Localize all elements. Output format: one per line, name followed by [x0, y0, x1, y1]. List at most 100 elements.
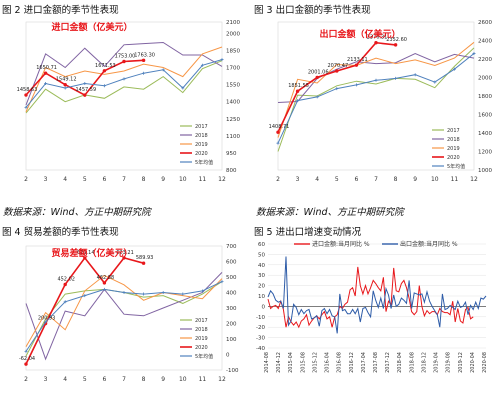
yoy-x-tick-label: 2019-04: [434, 352, 440, 373]
export-point-avg: [433, 80, 437, 84]
export-legend-label: 5年均值: [447, 163, 465, 170]
export-x-tick-label: 3: [296, 176, 300, 183]
export-chart-title: 出口金额（亿美元）: [319, 28, 400, 40]
caption-fig4: 图 4 贸易差额的季节性表现: [2, 227, 119, 238]
export-legend-label: 2018: [447, 137, 460, 143]
export-point-avg: [354, 83, 358, 87]
yoy-y-tick-label: 50: [258, 252, 265, 258]
export-x-tick-label: 11: [451, 176, 459, 183]
balance-x-tick-label: 8: [142, 376, 146, 383]
import-x-tick-label: 12: [218, 176, 226, 183]
import-point-2020: [122, 59, 126, 64]
export-point-avg: [276, 141, 280, 145]
export-legend-label: 2017: [447, 128, 460, 134]
export-point-avg: [335, 87, 339, 91]
import-point-avg: [102, 84, 106, 88]
import-point-avg: [181, 86, 185, 90]
import-x-tick-label: 9: [161, 176, 165, 183]
balance-legend-label: 2017: [195, 318, 208, 324]
export-y-tick-label: 1600: [478, 113, 492, 119]
export-data-label: 2376.31: [367, 35, 388, 41]
balance-data-label: 623.21: [116, 250, 134, 256]
export-y-tick-label: 2200: [478, 57, 492, 63]
balance-x-tick-label: 10: [179, 376, 187, 383]
balance-legend-label: 2020: [195, 345, 208, 351]
export-y-tick-label: 1000: [478, 168, 492, 174]
export-point-2020: [374, 40, 378, 45]
export-point-2020: [276, 130, 280, 134]
caption-fig2: 图 2 进口金额的季节性表现: [2, 5, 119, 16]
yoy-x-tick-label: 2016-12: [349, 352, 355, 373]
import-x-tick-label: 11: [199, 176, 207, 183]
import-point-2020: [24, 93, 28, 97]
import-point-avg: [24, 105, 28, 109]
import-series-2019: [25, 46, 223, 113]
balance-series-2018: [25, 272, 223, 361]
export-point-avg: [413, 73, 417, 77]
balance-y-tick-label: 100: [226, 337, 237, 343]
balance-x-tick-label: 2: [24, 376, 28, 383]
export-y-tick-label: 2000: [478, 76, 492, 82]
export-y-tick-label: 2600: [478, 20, 492, 26]
export-x-tick-label: 2: [276, 176, 280, 183]
yoy-x-tick-label: 2018-04: [397, 352, 403, 373]
yoy-x-tick-label: 2015-08: [300, 352, 306, 373]
import-point-avg: [142, 71, 146, 75]
import-data-label: 1549.12: [56, 77, 77, 83]
balance-x-tick-label: 5: [83, 376, 87, 383]
import-point-2020: [141, 58, 146, 63]
balance-chart-title: 贸易差额（亿美元）: [51, 247, 132, 259]
yoy-x-tick-label: 2019-08: [446, 352, 452, 373]
import-data-label: 1457.59: [75, 87, 96, 93]
export-point-2020: [354, 63, 359, 67]
balance-x-tick-label: 11: [199, 376, 207, 383]
balance-series-2020: [25, 256, 144, 365]
balance-y-tick-label: 200: [226, 322, 237, 328]
export-data-label: 2070.47: [327, 63, 348, 69]
export-data-label: 2133.11: [347, 57, 368, 63]
import-point-avg: [83, 81, 87, 85]
import-point-avg: [200, 63, 204, 67]
import-x-tick-label: 4: [63, 176, 67, 183]
balance-data-label: 462.88: [97, 275, 115, 281]
balance-point-avg: [102, 287, 106, 291]
export-point-2020: [393, 43, 398, 47]
export-x-tick-label: 5: [335, 176, 339, 183]
export-x-tick-label: 6: [354, 176, 358, 183]
yoy-x-tick-label: 2014-08: [264, 352, 270, 373]
import-series-2018: [25, 41, 223, 106]
balance-data-label: -62.04: [19, 356, 35, 362]
import-y-tick-label: 1250: [226, 117, 240, 123]
balance-point-avg: [24, 349, 28, 353]
balance-x-tick-label: 9: [161, 376, 165, 383]
import-series-2017: [25, 60, 223, 114]
yoy-x-tick-label: 2017-12: [385, 352, 391, 373]
yoy-x-tick-label: 2015-04: [288, 352, 294, 373]
balance-y-tick-label: 0: [226, 353, 230, 359]
import-y-tick-label: 1550: [226, 83, 240, 89]
import-point-avg: [161, 68, 165, 72]
export-x-tick-label: 8: [394, 176, 398, 183]
import-data-label: 1671.53: [95, 63, 116, 69]
yoy-x-tick-label: 2018-12: [421, 352, 427, 373]
yoy-x-tick-label: 2015-12: [312, 352, 318, 373]
balance-y-tick-label: 700: [226, 244, 237, 250]
yoy-x-tick-label: 2019-12: [458, 352, 464, 373]
balance-y-tick-label: 400: [226, 291, 237, 297]
balance-point-2020: [122, 256, 126, 260]
balance-x-tick-label: 6: [102, 376, 106, 383]
import-legend-label: 2017: [195, 124, 208, 130]
export-x-tick-label: 10: [431, 176, 439, 183]
source-note-right: 数据来源：Wind、方正中期研究院: [256, 207, 404, 218]
import-y-tick-label: 800: [226, 168, 237, 174]
import-legend-label: 5年均值: [195, 159, 213, 166]
yoy-x-tick-label: 2020-08: [482, 352, 488, 373]
import-y-tick-label: 2100: [226, 20, 240, 26]
balance-point-2020: [83, 256, 87, 260]
balance-data-label: 452.02: [57, 276, 75, 282]
import-x-tick-label: 8: [142, 176, 146, 183]
export-y-tick-label: 1200: [478, 150, 492, 156]
balance-x-tick-label: 4: [63, 376, 67, 383]
balance-plot-frame: [25, 245, 223, 371]
balance-x-tick-label: 7: [122, 376, 126, 383]
